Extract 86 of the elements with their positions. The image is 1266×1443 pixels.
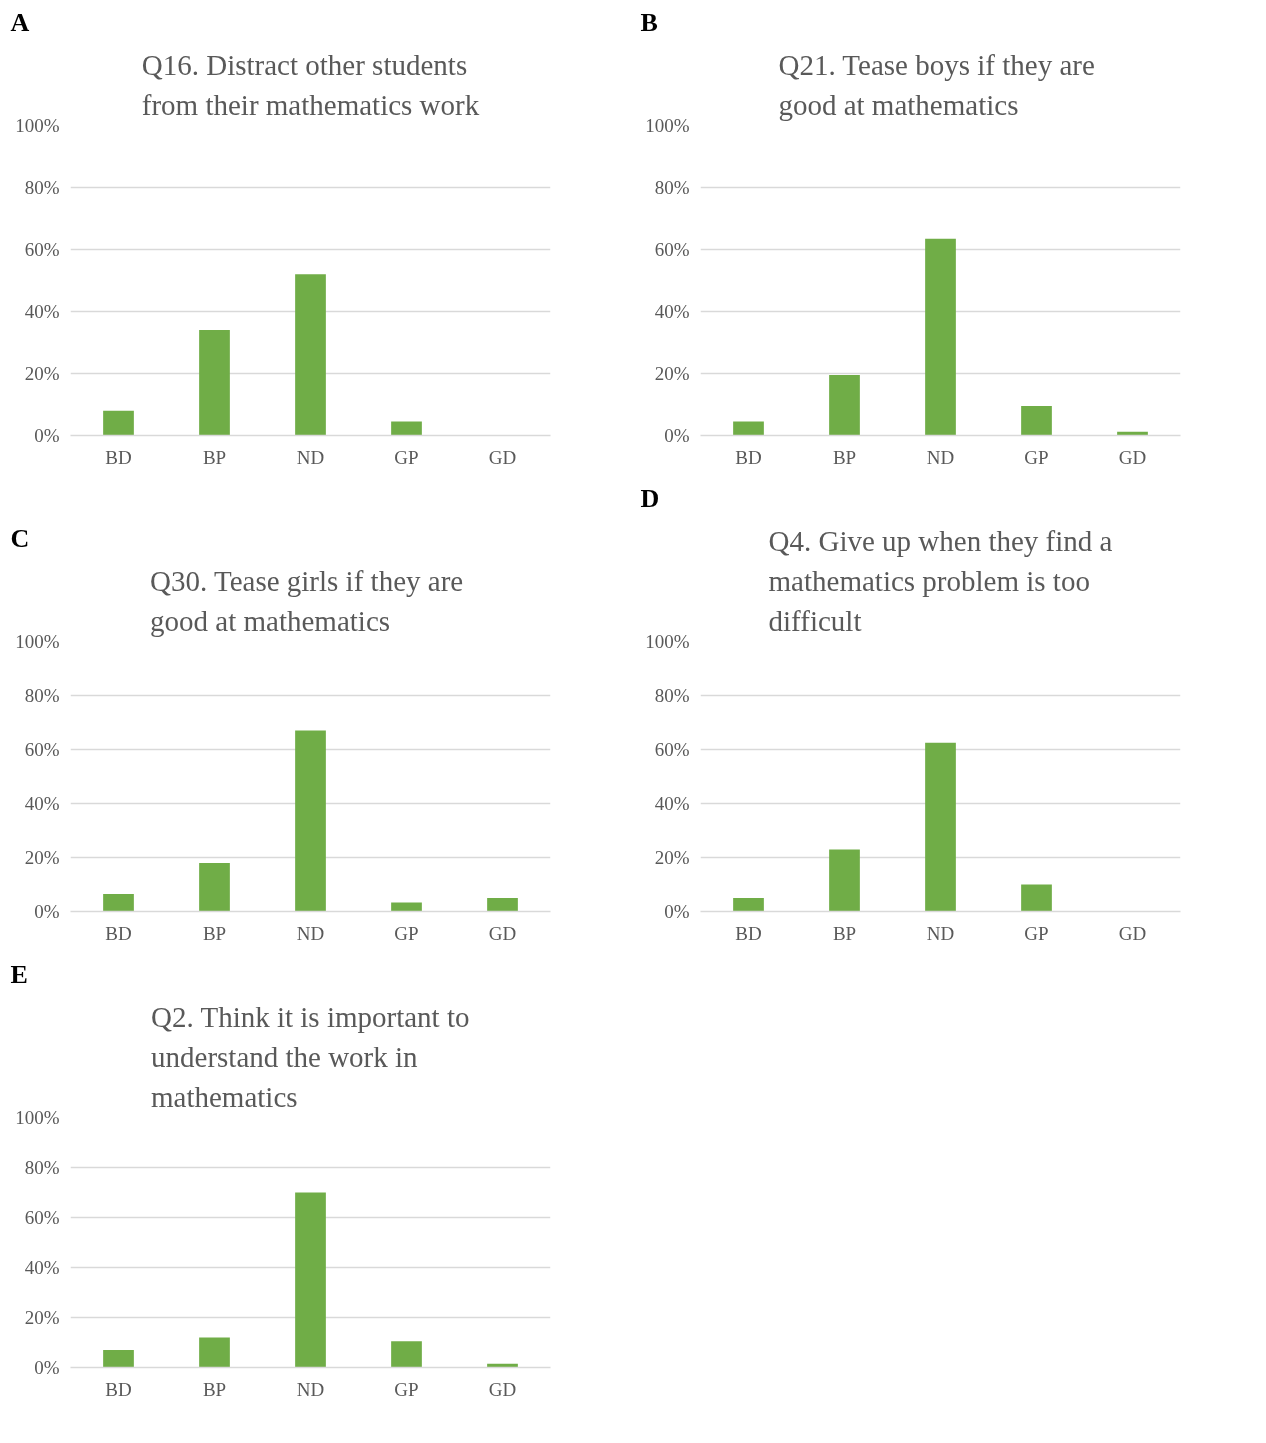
text: C bbox=[10, 523, 30, 553]
bar bbox=[391, 421, 422, 436]
y-tick-label: 60% bbox=[24, 239, 60, 260]
x-tick-label: BD bbox=[735, 922, 762, 944]
y-tick-label: 80% bbox=[24, 1157, 60, 1178]
bar bbox=[391, 902, 422, 912]
y-tick-label: 100% bbox=[645, 631, 690, 652]
x-tick-label: BD bbox=[105, 922, 132, 944]
text: D bbox=[640, 483, 660, 513]
x-tick-label: GD bbox=[1118, 446, 1147, 468]
x-tick-label: BD bbox=[105, 446, 132, 468]
bar bbox=[103, 1350, 134, 1368]
x-tick-label: GD bbox=[488, 446, 517, 468]
y-tick-label: 60% bbox=[24, 1207, 60, 1228]
y-tick-label: 40% bbox=[24, 1257, 60, 1278]
y-tick-label: 80% bbox=[24, 177, 60, 198]
y-tick-label: 100% bbox=[15, 115, 60, 136]
bar bbox=[829, 849, 860, 912]
y-tick-label: 20% bbox=[24, 1307, 60, 1328]
y-tick-label: 80% bbox=[654, 177, 690, 198]
y-tick-label: 80% bbox=[654, 685, 690, 706]
y-tick-label: 100% bbox=[645, 115, 690, 136]
x-tick-label: BD bbox=[735, 446, 762, 468]
bar bbox=[1021, 884, 1052, 912]
y-tick-label: 60% bbox=[24, 739, 60, 760]
y-tick-label: 40% bbox=[654, 301, 690, 322]
y-tick-label: 0% bbox=[664, 425, 690, 446]
x-tick-label: GD bbox=[488, 922, 517, 944]
bar bbox=[199, 1337, 230, 1368]
bar bbox=[295, 274, 326, 436]
x-tick-label: ND bbox=[296, 1378, 325, 1400]
chart-title: Q30. Tease girls if they are good at mathematics bbox=[150, 564, 464, 637]
y-tick-label: 0% bbox=[34, 1357, 60, 1378]
y-tick-label: 60% bbox=[654, 739, 690, 760]
chart-title: Q4. Give up when they find a mathematics problem is too difficult bbox=[768, 524, 1113, 637]
y-tick-label: 40% bbox=[24, 301, 60, 322]
bar bbox=[103, 410, 134, 436]
bar bbox=[733, 421, 764, 436]
y-tick-label: 0% bbox=[34, 425, 60, 446]
chart-title: Q2. Think it is important to understand the work in mathematics bbox=[151, 1000, 470, 1113]
bar bbox=[295, 730, 326, 912]
x-tick-label: ND bbox=[296, 922, 325, 944]
bar bbox=[1021, 406, 1052, 436]
text: B bbox=[640, 7, 658, 37]
y-tick-label: 100% bbox=[15, 631, 60, 652]
x-tick-label: BP bbox=[202, 922, 227, 944]
bar bbox=[829, 375, 860, 436]
text: A bbox=[10, 7, 30, 37]
x-tick-label: GP bbox=[394, 446, 419, 468]
y-tick-label: 100% bbox=[15, 1107, 60, 1128]
bar bbox=[391, 1341, 422, 1368]
x-tick-label: ND bbox=[296, 446, 325, 468]
x-tick-label: GP bbox=[394, 1378, 419, 1400]
y-tick-label: 80% bbox=[24, 685, 60, 706]
x-tick-label: GP bbox=[1024, 446, 1049, 468]
bar bbox=[733, 898, 764, 912]
y-tick-label: 20% bbox=[654, 363, 690, 384]
x-tick-label: BP bbox=[832, 446, 857, 468]
y-tick-label: 0% bbox=[664, 901, 690, 922]
x-tick-label: ND bbox=[926, 922, 955, 944]
y-tick-label: 20% bbox=[654, 847, 690, 868]
y-tick-label: 20% bbox=[24, 847, 60, 868]
x-tick-label: GP bbox=[394, 922, 419, 944]
x-tick-label: GD bbox=[488, 1378, 517, 1400]
chart-title: Q21. Tease boys if they are good at mathematics bbox=[778, 48, 1095, 121]
x-tick-label: BP bbox=[202, 446, 227, 468]
x-tick-label: GD bbox=[1118, 922, 1147, 944]
bar bbox=[925, 238, 956, 436]
bar bbox=[295, 1192, 326, 1368]
x-tick-label: BD bbox=[105, 1378, 132, 1400]
x-tick-label: GP bbox=[1024, 922, 1049, 944]
bar bbox=[487, 898, 518, 912]
y-tick-label: 60% bbox=[654, 239, 690, 260]
x-tick-label: ND bbox=[926, 446, 955, 468]
y-tick-label: 20% bbox=[24, 363, 60, 384]
y-tick-label: 40% bbox=[24, 793, 60, 814]
bar bbox=[199, 330, 230, 436]
bar bbox=[103, 893, 134, 912]
text: E bbox=[10, 959, 28, 989]
bar bbox=[925, 742, 956, 912]
y-tick-label: 0% bbox=[34, 901, 60, 922]
chart-title: Q16. Distract other students from their mathematics work bbox=[141, 48, 480, 121]
x-tick-label: BP bbox=[202, 1378, 227, 1400]
bar bbox=[199, 862, 230, 912]
y-tick-label: 40% bbox=[654, 793, 690, 814]
x-tick-label: BP bbox=[832, 922, 857, 944]
